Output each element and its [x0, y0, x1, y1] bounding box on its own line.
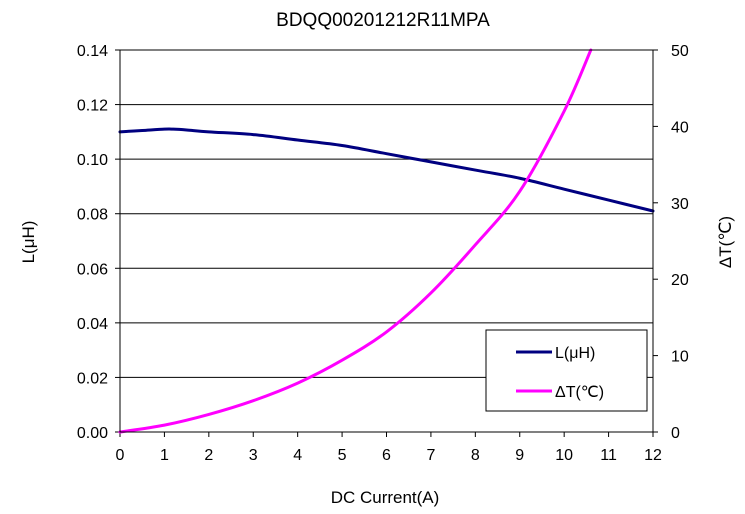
x-axis-label: DC Current(A): [331, 488, 440, 507]
y2-tick-label: 20: [671, 272, 689, 289]
x-tick-label: 10: [555, 447, 573, 464]
y2-tick-label: 0: [671, 425, 680, 442]
x-tick-label: 7: [426, 447, 435, 464]
y-tick-label: 0.00: [77, 425, 108, 442]
x-tick-label: 8: [471, 447, 480, 464]
y-axis-label: L(μH): [19, 221, 38, 264]
x-tick-label: 1: [160, 447, 169, 464]
x-tick-label: 12: [644, 447, 662, 464]
series-lines: [118, 48, 655, 434]
chart-title: BDQQ00201212R11MPA: [276, 10, 490, 31]
y-tick-label: 0.02: [77, 370, 108, 387]
y2-tick-label: 30: [671, 196, 689, 213]
x-tick-label: 5: [338, 447, 347, 464]
x-tick-label: 4: [293, 447, 302, 464]
legend-label-dt: ΔT(℃): [555, 384, 604, 401]
plot-frame: [119, 49, 654, 433]
legend-box: [485, 329, 648, 412]
y2-tick-label: 10: [671, 349, 689, 366]
y-tick-label: 0.08: [77, 207, 108, 224]
x-tick-label: 3: [249, 447, 258, 464]
x-tick-label: 6: [382, 447, 391, 464]
x-tick-label: 0: [116, 447, 125, 464]
x-axis-ticks: 0 1 2 3 4 5 6 7 8 9 10 11 12: [116, 432, 662, 464]
y-tick-label: 0.14: [77, 43, 108, 60]
y2-tick-label: 50: [671, 43, 689, 60]
series-line-inductance: [118, 127, 655, 213]
y2-tick-label: 40: [671, 119, 689, 136]
y-tick-label: 0.10: [77, 152, 108, 169]
y2-axis-ticks: 0 10 20 30 40 50: [653, 43, 689, 442]
legend-label-l: L(μH): [555, 345, 595, 362]
y2-axis-label: ΔT(℃): [716, 216, 735, 268]
x-tick-label: 9: [515, 447, 524, 464]
legend: L(μH) ΔT(℃): [485, 329, 648, 412]
x-tick-label: 2: [204, 447, 213, 464]
series-line-temperature-rise: [118, 48, 593, 434]
y-tick-label: 0.04: [77, 316, 108, 333]
y-tick-label: 0.12: [77, 98, 108, 115]
y-tick-label: 0.06: [77, 261, 108, 278]
y-axis-ticks: 0.00 0.02 0.04 0.06 0.08 0.10 0.12 0.14: [77, 43, 120, 442]
x-tick-label: 11: [600, 447, 617, 464]
